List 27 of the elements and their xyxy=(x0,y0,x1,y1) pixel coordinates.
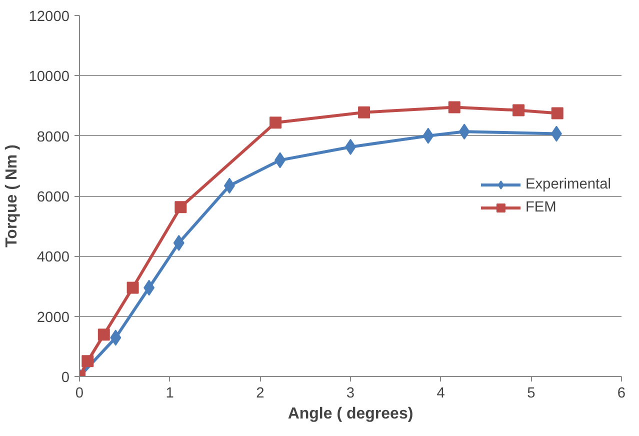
y-tick-label: 2000 xyxy=(36,310,70,326)
point xyxy=(358,106,370,118)
point xyxy=(98,328,110,341)
y-tick-label: 12000 xyxy=(28,9,70,25)
x-tick-label: 4 xyxy=(436,386,445,402)
x-tick-label: 6 xyxy=(617,386,626,402)
y-tick-label: 10000 xyxy=(28,69,70,86)
point xyxy=(551,107,564,120)
point xyxy=(126,282,139,294)
point xyxy=(270,116,282,129)
y-tick-label: 6000 xyxy=(36,190,70,206)
x-tick-label: 5 xyxy=(527,386,536,402)
x-tick-label: 1 xyxy=(166,386,174,402)
y-axis-title: Torque ( Nm ) xyxy=(4,144,21,248)
x-tick-label: 0 xyxy=(75,386,84,402)
point xyxy=(174,201,187,214)
point xyxy=(82,355,94,368)
legend-label: Experimental xyxy=(525,176,611,192)
point xyxy=(448,101,460,114)
legend-label: FEM xyxy=(525,199,556,215)
x-axis-title: Angle ( degrees) xyxy=(288,406,414,422)
y-tick-label: 4000 xyxy=(36,250,70,266)
point xyxy=(512,104,525,116)
y-tick-label: 0 xyxy=(61,370,70,386)
x-tick-label: 3 xyxy=(346,386,355,402)
x-tick-label: 2 xyxy=(256,386,264,402)
y-tick-label: 8000 xyxy=(36,129,70,146)
